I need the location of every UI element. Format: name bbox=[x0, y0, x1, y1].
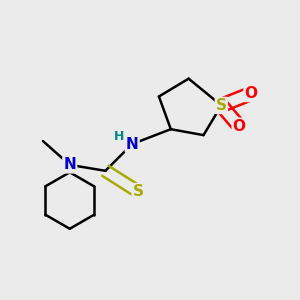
Text: S: S bbox=[216, 98, 227, 113]
Text: O: O bbox=[244, 86, 258, 101]
Text: O: O bbox=[233, 119, 246, 134]
Text: S: S bbox=[133, 184, 144, 199]
Text: N: N bbox=[63, 158, 76, 172]
Text: H: H bbox=[114, 130, 124, 143]
Text: N: N bbox=[126, 136, 139, 152]
